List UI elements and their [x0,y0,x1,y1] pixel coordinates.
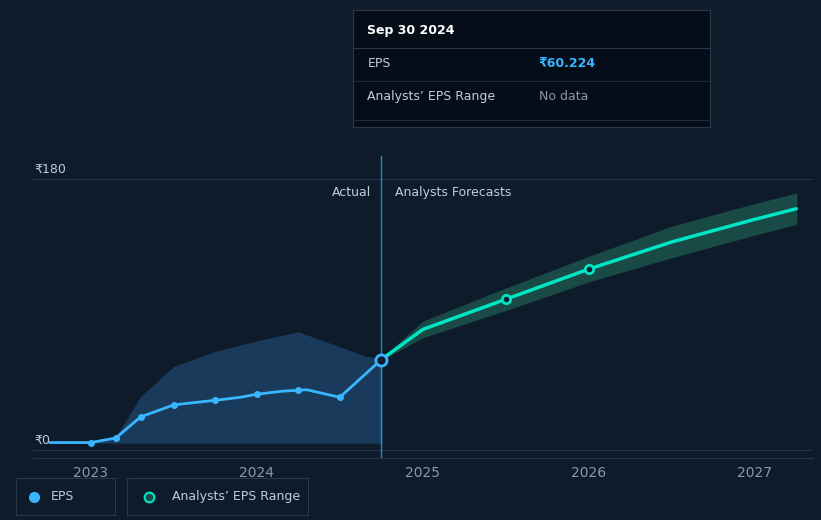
Text: No data: No data [539,90,588,103]
Text: ₹180: ₹180 [34,163,67,176]
Text: Analysts’ EPS Range: Analysts’ EPS Range [172,490,300,503]
Text: Actual: Actual [333,186,371,199]
Text: Sep 30 2024: Sep 30 2024 [367,24,455,37]
Text: EPS: EPS [51,490,74,503]
Text: ₹60.224: ₹60.224 [539,57,596,70]
Text: ₹0: ₹0 [34,434,51,447]
Text: EPS: EPS [367,57,391,70]
Text: Analysts’ EPS Range: Analysts’ EPS Range [367,90,495,103]
Text: Analysts Forecasts: Analysts Forecasts [395,186,511,199]
